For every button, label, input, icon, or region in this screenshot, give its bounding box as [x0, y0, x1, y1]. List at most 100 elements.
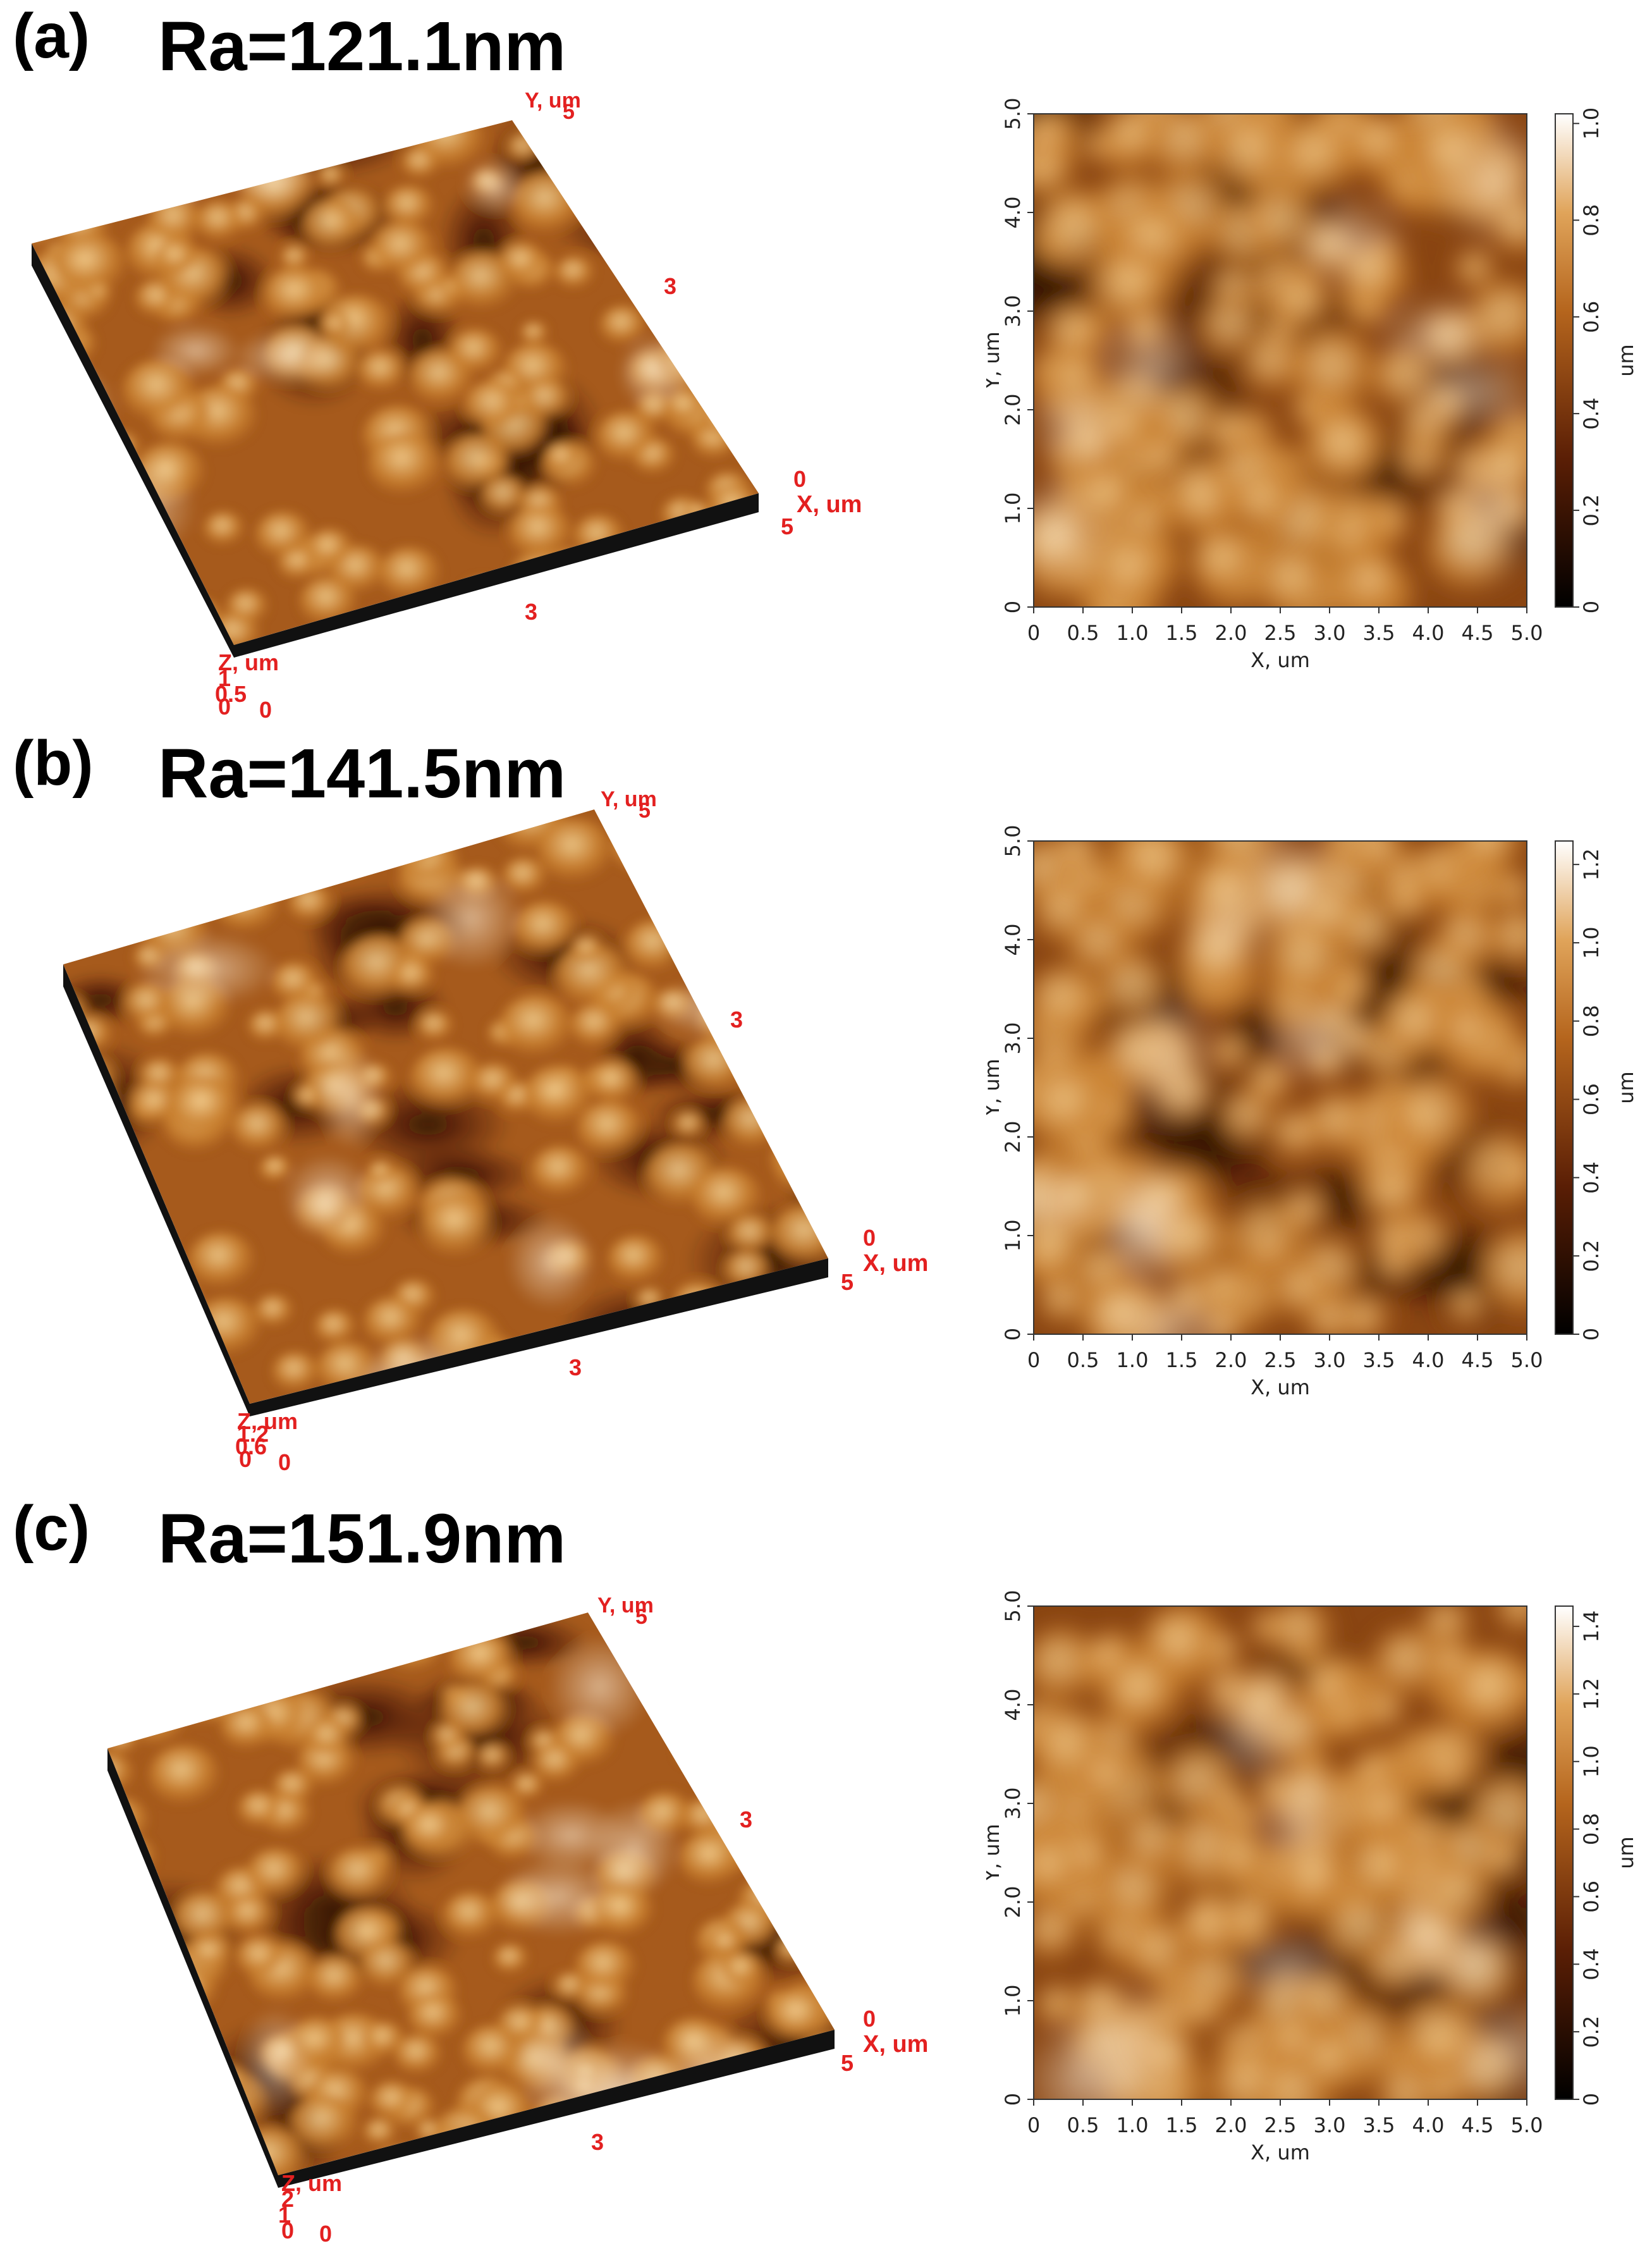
y-axis-label: Y, um — [601, 787, 657, 811]
x-tick-label: 5.0 — [1511, 621, 1543, 645]
x-tick-label: 0 — [1027, 2113, 1040, 2137]
x-axis-label: X, um — [863, 2031, 928, 2058]
colorbar-unit-label: um — [1614, 1071, 1638, 1103]
x-axis-label: X, um — [1251, 2140, 1310, 2164]
origin-tick: 0 — [259, 697, 272, 723]
x-axis-label: X, um — [863, 1250, 928, 1277]
colorbar-tick-label: 0.6 — [1579, 301, 1603, 333]
afm-2d-map: 0 0.5 1.0 1.5 2.0 2.5 3.0 3.5 4.0 4.5 5.0 X, um 0 1.0… — [986, 825, 1638, 1399]
x-axis-label: X, um — [1251, 648, 1310, 672]
height-map-image — [1034, 841, 1527, 1334]
colorbar-tick-label: 0 — [1579, 2093, 1603, 2106]
colorbar-tick-label: 0.2 — [1579, 1240, 1603, 1272]
x-tick-label: 0.5 — [1067, 2113, 1099, 2137]
y-mid-tick: 3 — [730, 1007, 743, 1033]
y-tick-label: 3.0 — [1001, 1022, 1025, 1055]
surface-side-right — [234, 493, 759, 658]
x-tick-label: 2.5 — [1264, 2113, 1297, 2137]
z-tick: 0 — [239, 1446, 252, 1472]
z-axis-label: Z, um — [237, 1408, 298, 1434]
x-tick-label: 3.0 — [1314, 1348, 1346, 1372]
z-tick: 0.6 — [235, 1433, 267, 1459]
panel-letter: (a) — [13, 1, 90, 71]
x-tick-label: 4.0 — [1412, 1348, 1445, 1372]
colorbar-tick-label: 0.8 — [1579, 1813, 1603, 1845]
y-tick-label: 2.0 — [1001, 1886, 1025, 1918]
colorbar-tick-label: 0 — [1579, 601, 1603, 613]
y-tick-label: 3.0 — [1001, 295, 1025, 328]
x-tick-label: 1.0 — [1117, 621, 1149, 645]
x-tick-label: 1.5 — [1166, 2113, 1198, 2137]
surface-side-front — [63, 964, 250, 1416]
colorbar-unit-label: um — [1614, 1836, 1638, 1869]
panel-a: (a) Ra=121.1nm Y, um 5 3 0 X, um 5 3 Z, um 1 0.5 0… — [0, 0, 1652, 752]
x-tick-label: 4.5 — [1462, 2113, 1494, 2137]
colorbar-tick-label: 0.6 — [1579, 1083, 1603, 1115]
x-tick-label: 0 — [1027, 1348, 1040, 1372]
y-tick-label: 0 — [1001, 601, 1025, 613]
x-mid-tick: 3 — [569, 1354, 582, 1380]
x-tick-label: 0.5 — [1067, 1348, 1099, 1372]
surface-side-front — [107, 1748, 278, 2188]
x-tick-label: 2.5 — [1264, 1348, 1297, 1372]
x-max-tick: 5 — [841, 2050, 854, 2076]
origin-tick: 0 — [278, 1449, 291, 1475]
x-tick-label: 5.0 — [1511, 1348, 1543, 1372]
y-axis-label: Y, um — [597, 1593, 654, 1617]
z-tick: 0.5 — [215, 681, 247, 707]
z-tick: 0 — [281, 2218, 294, 2244]
x-tick-label: 2.0 — [1215, 2113, 1247, 2137]
x-tick-label: 4.0 — [1412, 621, 1445, 645]
x-axis-label: X, um — [797, 491, 862, 518]
colorbar-tick-label: 0.4 — [1579, 1162, 1603, 1194]
colorbar-tick-label: 0 — [1579, 1328, 1603, 1341]
x-zero-tick: 0 — [863, 2006, 876, 2032]
x-tick-label: 1.0 — [1117, 1348, 1149, 1372]
x-max-tick: 5 — [781, 513, 793, 539]
colorbar — [1555, 1605, 1574, 2100]
x-max-tick: 5 — [841, 1269, 854, 1295]
x-tick-label: 4.5 — [1462, 621, 1494, 645]
y-max-tick: 5 — [635, 1605, 647, 1629]
y-tick-label: 1.0 — [1001, 1220, 1025, 1252]
afm-2d-map: 0 0.5 1.0 1.5 2.0 2.5 3.0 3.5 4.0 4.5 5.0 X, um 0 1.0… — [986, 1590, 1638, 2164]
z-tick: 1 — [278, 2202, 291, 2228]
colorbar-unit-label: um — [1614, 344, 1638, 376]
colorbar-tick-label: 0.8 — [1579, 204, 1603, 236]
y-axis-label: Y, um — [986, 331, 1004, 390]
z-tick: 1.2 — [237, 1421, 269, 1447]
colorbar-tick-label: 0.2 — [1579, 494, 1603, 527]
roughness-label: Ra=141.5nm — [158, 735, 566, 813]
y-axis-label: Y, um — [986, 1824, 1004, 1882]
x-tick-label: 1.5 — [1166, 1348, 1198, 1372]
colorbar-tick-label: 0.2 — [1579, 2016, 1603, 2048]
colorbar-tick-label: 1.2 — [1579, 849, 1603, 881]
colorbar-tick-label: 1.0 — [1579, 927, 1603, 959]
surface-side-right — [278, 2030, 835, 2188]
colorbar-tick-label: 1.2 — [1579, 1678, 1603, 1710]
y-tick-label: 1.0 — [1001, 493, 1025, 525]
y-max-tick: 5 — [563, 100, 575, 124]
colorbar — [1555, 840, 1574, 1335]
z-tick: 1 — [218, 665, 231, 691]
y-axis-label: Y, um — [986, 1059, 1004, 1117]
x-axis-label: X, um — [1251, 1375, 1310, 1399]
surface-side-right — [250, 1258, 828, 1416]
colorbar — [1555, 113, 1574, 608]
x-mid-tick: 3 — [525, 599, 537, 625]
x-tick-label: 3.5 — [1363, 2113, 1395, 2137]
y-mid-tick: 3 — [664, 273, 676, 299]
panel-letter: (c) — [13, 1493, 90, 1564]
colorbar-tick-label: 0.8 — [1579, 1005, 1603, 1037]
origin-tick: 0 — [319, 2221, 332, 2245]
y-max-tick: 5 — [639, 799, 651, 823]
x-tick-label: 5.0 — [1511, 2113, 1543, 2137]
z-tick: 0 — [218, 694, 231, 720]
x-tick-label: 0 — [1027, 621, 1040, 645]
x-tick-label: 1.0 — [1117, 2113, 1149, 2137]
z-tick: 2 — [281, 2186, 294, 2212]
panel-c: (c) Ra=151.9nm Y, um 5 3 0 X, um 5 3 Z, um 2 1 0 0 0… — [0, 1492, 1652, 2245]
x-tick-label: 4.5 — [1462, 1348, 1494, 1372]
